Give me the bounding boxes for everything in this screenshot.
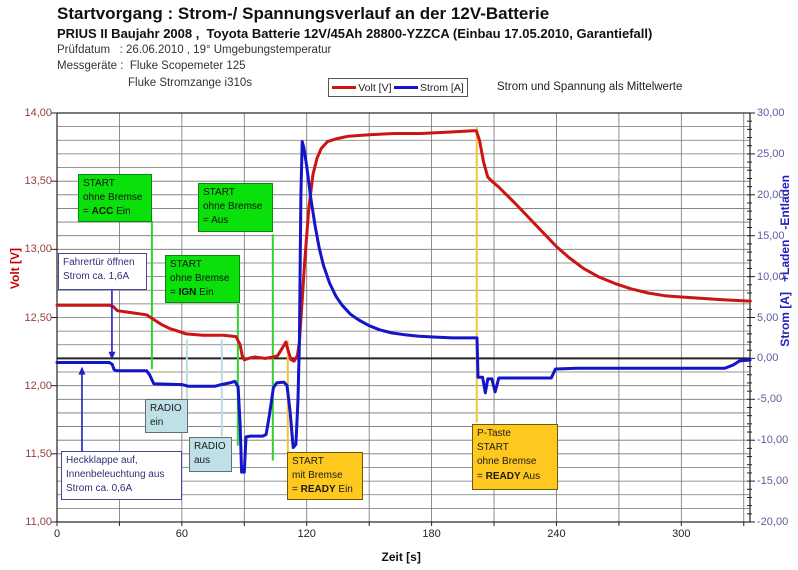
instruments-line: Messgeräte : Fluke Scopemeter 125 xyxy=(57,60,246,72)
volt-line-swatch xyxy=(332,86,357,89)
vehicle-subtitle: PRIUS II Baujahr 2008 , Toyota Batterie … xyxy=(57,26,653,41)
page-title: Startvorgang : Strom-/ Spannungsverlauf … xyxy=(57,4,550,23)
strom-legend-label: Strom [A] xyxy=(419,81,464,94)
legend: Volt [V] Strom [A] xyxy=(328,78,468,97)
volt-legend-label: Volt [V] xyxy=(358,81,392,94)
mean-values-note: Strom und Spannung als Mittelwerte xyxy=(497,81,683,93)
strom-line-swatch xyxy=(393,86,418,89)
current-clamp-line: Fluke Stromzange i310s xyxy=(128,77,253,89)
legend-item-volt: Volt [V] xyxy=(332,81,392,94)
heckklappe-arrow-head xyxy=(78,366,86,375)
strom-series-line xyxy=(55,140,752,474)
fahrertuer-arrow-head xyxy=(108,351,116,360)
volt-series-line xyxy=(55,129,752,363)
legend-item-strom: Strom [A] xyxy=(393,81,464,94)
test-date-line: Prüfdatum : 26.06.2010 , 19° Umgebungste… xyxy=(57,44,332,56)
